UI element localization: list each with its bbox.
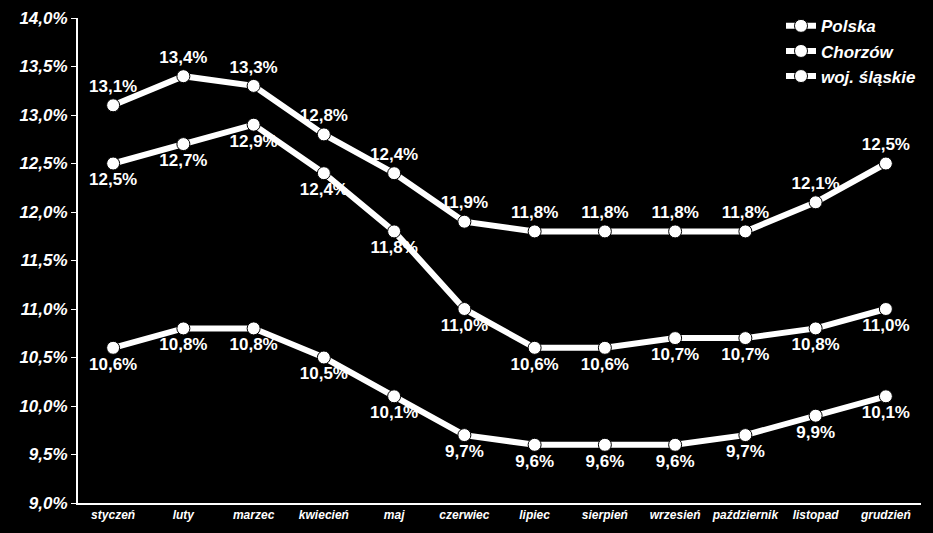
svg-text:11,5%: 11,5% (21, 251, 68, 270)
svg-text:marzec: marzec (233, 508, 275, 522)
svg-text:12,1%: 12,1% (792, 174, 840, 193)
svg-text:9,6%: 9,6% (586, 452, 625, 471)
svg-text:9,6%: 9,6% (656, 452, 695, 471)
svg-text:11,0%: 11,0% (21, 300, 68, 319)
svg-text:kwiecień: kwiecień (299, 508, 349, 522)
svg-text:11,8%: 11,8% (581, 203, 628, 222)
svg-text:woj. śląskie: woj. śląskie (821, 68, 916, 87)
svg-text:11,8%: 11,8% (370, 238, 417, 257)
svg-text:10,8%: 10,8% (159, 335, 207, 354)
svg-text:11,0%: 11,0% (862, 316, 909, 335)
svg-text:grudzień: grudzień (860, 508, 911, 522)
svg-text:9,7%: 9,7% (445, 442, 484, 461)
svg-text:10,0%: 10,0% (19, 397, 67, 416)
svg-text:Polska: Polska (821, 17, 876, 36)
svg-text:czerwiec: czerwiec (439, 508, 489, 522)
svg-text:11,8%: 11,8% (651, 203, 698, 222)
svg-text:11,0%: 11,0% (441, 316, 488, 335)
svg-text:9,9%: 9,9% (796, 423, 835, 442)
svg-text:listopad: listopad (793, 508, 840, 522)
svg-text:Chorzów: Chorzów (821, 43, 895, 62)
svg-text:10,8%: 10,8% (792, 335, 840, 354)
svg-text:sierpień: sierpień (582, 508, 628, 522)
svg-text:10,5%: 10,5% (19, 348, 67, 367)
svg-text:11,9%: 11,9% (441, 193, 488, 212)
svg-text:10,7%: 10,7% (651, 345, 699, 364)
svg-text:październik: październik (712, 508, 780, 522)
svg-text:12,5%: 12,5% (862, 135, 910, 154)
svg-text:wrzesień: wrzesień (650, 508, 701, 522)
svg-text:styczeń: styczeń (91, 508, 135, 522)
svg-text:13,5%: 13,5% (19, 57, 67, 76)
svg-text:luty: luty (173, 508, 196, 522)
svg-text:11,8%: 11,8% (511, 203, 558, 222)
svg-text:12,4%: 12,4% (370, 145, 418, 164)
svg-text:10,1%: 10,1% (370, 403, 418, 422)
svg-text:10,6%: 10,6% (89, 355, 137, 374)
svg-text:10,1%: 10,1% (862, 403, 910, 422)
svg-text:lipiec: lipiec (519, 508, 550, 522)
svg-text:maj: maj (384, 508, 405, 522)
svg-text:10,5%: 10,5% (300, 364, 348, 383)
svg-text:9,0%: 9,0% (29, 494, 68, 513)
svg-text:14,0%: 14,0% (19, 9, 67, 28)
svg-text:12,5%: 12,5% (89, 170, 137, 189)
svg-text:11,8%: 11,8% (722, 203, 769, 222)
svg-text:12,7%: 12,7% (159, 151, 207, 170)
svg-text:12,4%: 12,4% (300, 180, 348, 199)
svg-text:13,3%: 13,3% (230, 58, 278, 77)
svg-text:9,6%: 9,6% (515, 452, 554, 471)
svg-text:10,6%: 10,6% (581, 355, 629, 374)
svg-text:10,8%: 10,8% (230, 335, 278, 354)
svg-text:12,5%: 12,5% (19, 154, 67, 173)
svg-text:9,7%: 9,7% (726, 442, 765, 461)
svg-text:10,6%: 10,6% (511, 355, 559, 374)
svg-text:12,9%: 12,9% (230, 132, 278, 151)
svg-text:13,0%: 13,0% (19, 106, 67, 125)
svg-text:12,8%: 12,8% (300, 106, 348, 125)
svg-text:9,5%: 9,5% (29, 445, 68, 464)
svg-text:13,4%: 13,4% (159, 48, 207, 67)
svg-text:13,1%: 13,1% (89, 77, 137, 96)
svg-text:12,0%: 12,0% (19, 203, 67, 222)
svg-text:10,7%: 10,7% (721, 345, 769, 364)
